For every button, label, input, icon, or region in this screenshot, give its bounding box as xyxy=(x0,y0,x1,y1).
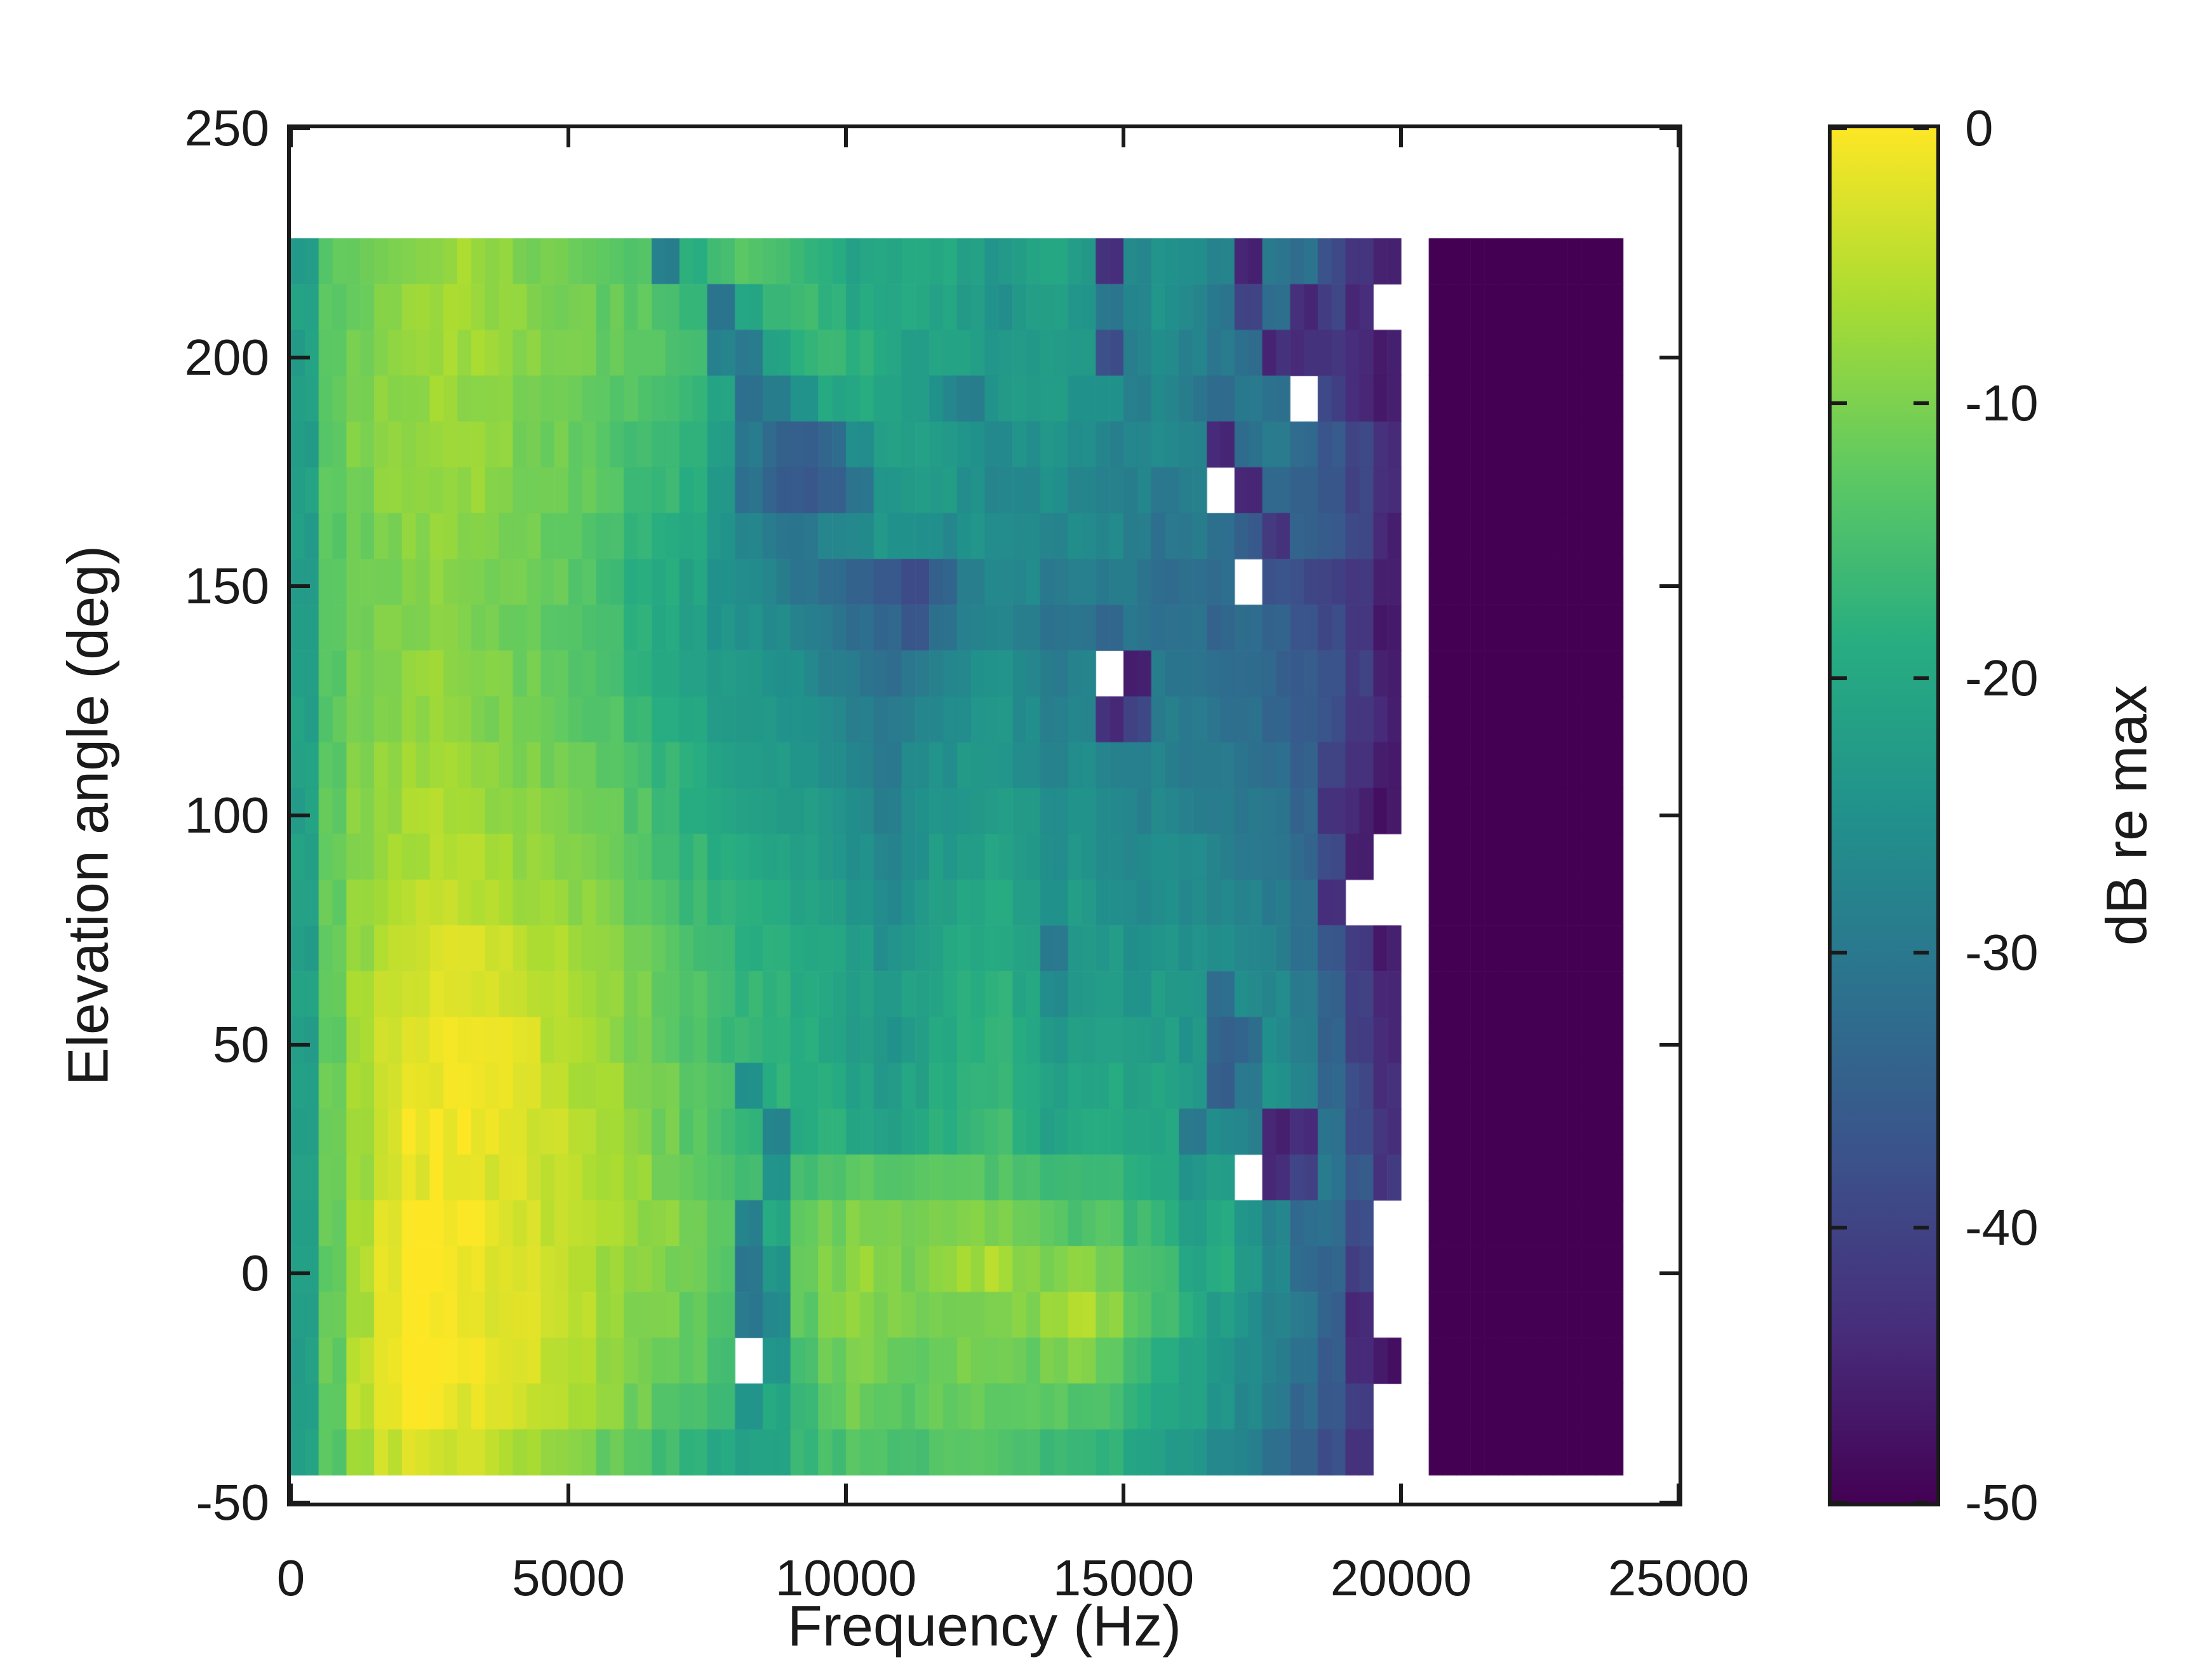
x-tick-label: 25000 xyxy=(1607,1550,1750,1606)
colorbar-tick-mirror xyxy=(1914,676,1929,680)
y-tick-mirror xyxy=(1659,1271,1679,1276)
x-tick-label: 10000 xyxy=(775,1550,917,1606)
y-tick-mirror xyxy=(1659,355,1679,359)
x-tick-mirror xyxy=(566,128,570,147)
x-tick-mirror xyxy=(844,128,848,147)
colorbar-tick-label: -50 xyxy=(1965,1474,2039,1531)
colorbar-tick-label: -40 xyxy=(1965,1199,2039,1256)
x-tick xyxy=(1122,1484,1125,1503)
y-tick-mirror xyxy=(1659,584,1679,589)
x-tick-mirror xyxy=(1122,128,1125,147)
x-axis-label: Frequency (Hz) xyxy=(787,1595,1182,1658)
y-tick xyxy=(291,1271,310,1276)
x-tick-label: 15000 xyxy=(1052,1550,1195,1606)
colorbar-tick xyxy=(1832,1226,1847,1230)
y-tick xyxy=(291,1042,310,1047)
colorbar-tick xyxy=(1832,1501,1847,1505)
colorbar-tick-mirror xyxy=(1914,126,1929,130)
colorbar-label: dB re max xyxy=(2095,685,2159,946)
y-tick-label: 50 xyxy=(213,1015,269,1073)
y-tick xyxy=(291,126,310,130)
colorbar-tick-label: -30 xyxy=(1965,924,2039,981)
y-tick-label: 250 xyxy=(184,100,269,156)
x-tick xyxy=(1399,1484,1403,1503)
y-tick-mirror xyxy=(1659,1501,1679,1505)
y-tick-label: 150 xyxy=(184,558,269,615)
x-tick xyxy=(566,1484,570,1503)
plot-area xyxy=(287,124,1682,1506)
y-tick-mirror xyxy=(1659,126,1679,130)
y-tick-label: -50 xyxy=(196,1474,269,1531)
y-tick-label: 0 xyxy=(241,1245,270,1302)
y-tick xyxy=(291,355,310,359)
colorbar-tick-mirror xyxy=(1914,401,1929,405)
x-tick xyxy=(1677,1484,1680,1503)
x-tick xyxy=(289,1484,293,1503)
colorbar-tick-mirror xyxy=(1914,951,1929,955)
x-tick xyxy=(844,1484,848,1503)
heatmap-canvas xyxy=(291,128,1679,1503)
x-tick-label: 0 xyxy=(276,1550,305,1606)
colorbar-tick xyxy=(1832,676,1847,680)
colorbar-gradient xyxy=(1832,128,1936,1503)
y-tick-label: 100 xyxy=(184,787,269,843)
x-tick-label: 5000 xyxy=(512,1550,625,1606)
colorbar-tick-mirror xyxy=(1914,1226,1929,1230)
colorbar-tick-label: -20 xyxy=(1965,649,2039,706)
colorbar-tick xyxy=(1832,401,1847,405)
y-tick xyxy=(291,584,310,589)
colorbar-tick xyxy=(1832,126,1847,130)
y-tick xyxy=(291,1501,310,1505)
y-tick-mirror xyxy=(1659,1042,1679,1047)
y-axis-label: Elevation angle (deg) xyxy=(57,545,121,1086)
colorbar-tick-mirror xyxy=(1914,1501,1929,1505)
x-tick-mirror xyxy=(289,128,293,147)
colorbar-tick xyxy=(1832,951,1847,955)
colorbar-tick-label: 0 xyxy=(1965,100,1994,156)
y-tick-label: 200 xyxy=(184,328,269,385)
colorbar-tick-label: -10 xyxy=(1965,374,2039,431)
x-tick-mirror xyxy=(1399,128,1403,147)
x-tick-label: 20000 xyxy=(1330,1550,1472,1606)
y-tick-mirror xyxy=(1659,814,1679,817)
x-tick-mirror xyxy=(1677,128,1680,147)
colorbar xyxy=(1828,124,1940,1506)
colorbar-ticks xyxy=(1832,126,1936,1505)
y-tick xyxy=(291,814,310,817)
